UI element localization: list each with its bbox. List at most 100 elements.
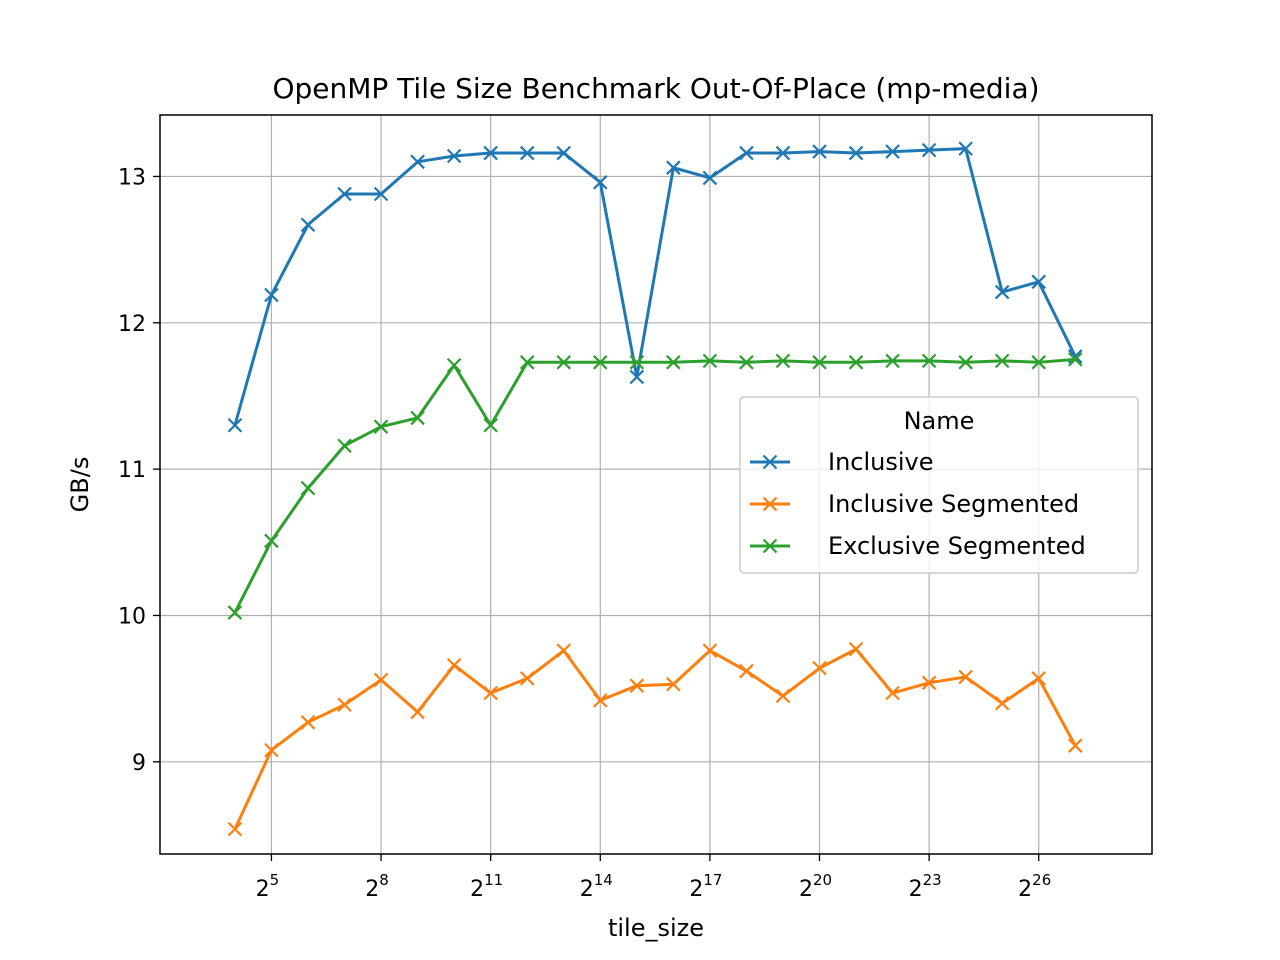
legend-label: Exclusive Segmented — [828, 532, 1086, 560]
data-point — [593, 693, 608, 708]
x-tick-label: 220 — [799, 871, 832, 902]
data-point — [994, 284, 1010, 300]
data-point — [483, 417, 498, 433]
series-inclusive — [227, 141, 1083, 433]
data-point — [666, 355, 681, 370]
data-point — [483, 685, 498, 701]
x-tick-label: 217 — [689, 871, 722, 902]
data-point — [227, 417, 243, 433]
x-tick-label: 226 — [1018, 871, 1051, 902]
data-point — [994, 353, 1010, 369]
data-point — [519, 671, 535, 686]
data-point — [885, 353, 900, 369]
data-point — [300, 480, 316, 496]
series-line — [233, 647, 1077, 830]
data-point — [410, 410, 425, 426]
data-point — [227, 821, 243, 837]
data-point — [300, 217, 316, 233]
series-inclusive-segmented — [227, 641, 1083, 837]
y-axis-label: GB/s — [66, 457, 94, 513]
data-point — [812, 144, 827, 159]
data-point — [446, 357, 462, 373]
axis-ticks: 25 28 211 214 217 220 223 226 9 10 11 12 13 — [118, 165, 1051, 902]
data-point — [337, 697, 352, 713]
data-point — [410, 704, 425, 720]
data-point — [921, 142, 937, 158]
data-point — [446, 657, 462, 673]
data-point — [337, 186, 352, 202]
legend-item: Inclusive — [750, 448, 934, 476]
legend-swatch-marker — [762, 496, 778, 512]
x-tick-label: 223 — [909, 871, 942, 902]
legend: Name Inclusive Inclusive Segmented Exclusi… — [739, 396, 1139, 574]
legend-label: Inclusive — [828, 448, 934, 476]
data-point — [666, 676, 681, 692]
data-point — [1067, 352, 1083, 367]
data-point — [629, 678, 645, 693]
data-point — [446, 148, 462, 164]
data-point — [1031, 671, 1047, 686]
legend-label: Inclusive Segmented — [828, 490, 1079, 518]
data-point — [227, 605, 243, 620]
data-point — [812, 660, 827, 676]
data-point — [739, 663, 754, 679]
data-point — [958, 141, 973, 156]
data-point — [1067, 738, 1083, 753]
data-point — [1031, 274, 1047, 290]
legend-items: Inclusive Inclusive Segmented Exclusive Se… — [750, 448, 1086, 560]
data-point — [958, 355, 973, 370]
data-point — [848, 641, 864, 657]
plot-frame — [159, 114, 1153, 855]
data-point — [556, 355, 572, 370]
data-point — [848, 355, 864, 370]
legend-swatch-marker — [762, 538, 778, 554]
y-tick-label: 11 — [118, 458, 146, 483]
series-layer — [227, 141, 1083, 837]
data-point — [1031, 355, 1047, 370]
data-point — [921, 675, 937, 691]
y-tick-label: 13 — [118, 165, 146, 190]
legend-item: Inclusive Segmented — [750, 490, 1079, 518]
data-point — [373, 186, 389, 202]
data-point — [300, 715, 316, 730]
data-point — [775, 145, 791, 161]
data-point — [885, 685, 900, 701]
y-tick-label: 9 — [132, 751, 146, 776]
data-point — [958, 669, 973, 685]
data-point — [337, 438, 352, 453]
data-point — [519, 355, 535, 370]
legend-item: Exclusive Segmented — [750, 532, 1086, 560]
data-point — [702, 643, 718, 658]
data-point — [373, 672, 389, 688]
data-point — [666, 160, 681, 175]
data-point — [775, 353, 791, 369]
chart-title: OpenMP Tile Size Benchmark Out-Of-Place … — [272, 72, 1039, 105]
data-point — [702, 353, 718, 369]
data-point — [921, 353, 937, 369]
data-point — [739, 355, 754, 370]
x-tick-label: 28 — [365, 871, 389, 902]
series-line — [233, 147, 1077, 426]
data-point — [739, 145, 754, 161]
legend-box — [739, 396, 1139, 574]
data-point — [264, 533, 279, 549]
legend-swatch-marker — [762, 454, 778, 470]
data-point — [556, 145, 572, 161]
data-point — [410, 154, 425, 170]
data-point — [812, 355, 827, 370]
data-point — [994, 695, 1010, 711]
y-tick-label: 10 — [118, 604, 146, 629]
data-point — [775, 688, 791, 704]
y-tick-label: 12 — [118, 312, 146, 337]
data-point — [629, 355, 645, 370]
data-point — [264, 287, 279, 303]
legend-title: Name — [904, 407, 975, 435]
data-point — [702, 170, 718, 186]
series-exclusive-segmented — [227, 352, 1083, 620]
series-line — [233, 357, 1076, 614]
x-axis-label: tile_size — [608, 914, 704, 942]
data-point — [848, 145, 864, 161]
x-tick-label: 214 — [580, 871, 613, 902]
